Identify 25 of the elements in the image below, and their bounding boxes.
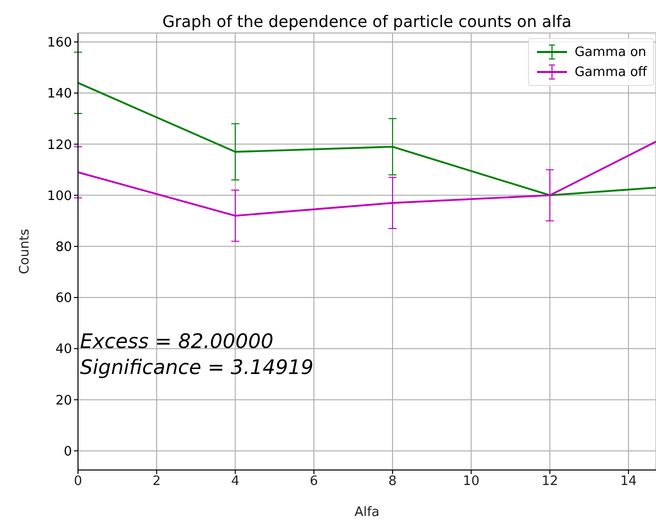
legend-label: Gamma on (574, 44, 646, 60)
x-tick-label: 10 (462, 474, 480, 490)
y-tick-label: 100 (47, 188, 72, 204)
y-tick-label: 60 (55, 291, 72, 306)
x-tick-label: 8 (388, 474, 397, 490)
x-tick-label: 2 (152, 474, 161, 490)
x-tick-label: 4 (231, 474, 240, 490)
annotation: Excess = 82.00000 (80, 328, 275, 354)
x-tick-label: 0 (74, 474, 82, 490)
x-tick-label: 14 (620, 474, 637, 490)
y-tick-label: 140 (47, 86, 72, 102)
y-tick-label: 80 (55, 240, 72, 256)
chart-title: Graph of the dependence of particle counts on alfa (161, 12, 573, 31)
y-axis-title: Counts (18, 228, 33, 274)
x-axis-title: Alfa (354, 505, 380, 520)
y-tick-label: 0 (64, 444, 72, 460)
y-tick-label: 40 (55, 342, 72, 358)
y-tick-label: 120 (47, 138, 72, 153)
x-tick-label: 12 (542, 474, 558, 490)
line-series (78, 82, 656, 196)
legend-label: Gamma off (574, 64, 647, 80)
x-tick-label: 6 (310, 474, 318, 490)
annotation: Significance = 3.14919 (80, 354, 314, 380)
y-tick-label: 20 (55, 393, 72, 408)
y-tick-label: 160 (47, 36, 72, 51)
